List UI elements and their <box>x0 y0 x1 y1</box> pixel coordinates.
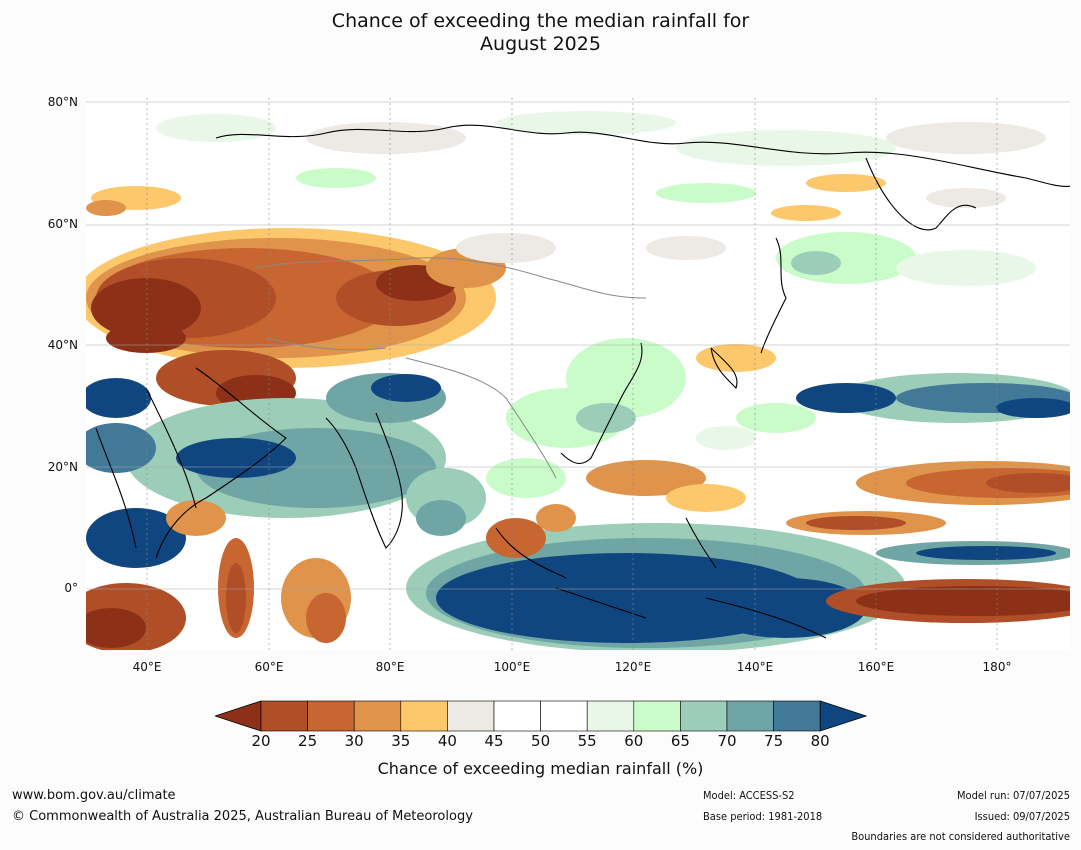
colorbar-tick-label: 25 <box>298 732 318 750</box>
disclaimer-text: Boundaries are not considered authoritat… <box>851 830 1070 843</box>
lon-label-120e: 120°E <box>614 660 652 674</box>
colorbar-cell <box>493 700 541 732</box>
colorbar-label: Chance of exceeding median rainfall (%) <box>377 759 704 778</box>
pacific-bands <box>586 344 1070 623</box>
colorbar-tick-label: 70 <box>717 732 737 750</box>
latitude-lines <box>86 101 1070 590</box>
colorbar-cells <box>215 700 867 732</box>
colorbar-tick-label: 50 <box>531 732 551 750</box>
website-link[interactable]: www.bom.gov.au/climate <box>12 788 176 803</box>
graticule <box>146 98 998 650</box>
colorbar-tick-label: 40 <box>437 732 457 750</box>
lon-label-60e: 60°E <box>254 660 284 674</box>
colorbar-tick-label: 65 <box>670 732 690 750</box>
map-title-line2: August 2025 <box>480 33 601 55</box>
colorbar-cell <box>726 700 774 732</box>
country-borders <box>255 257 647 479</box>
model-run-text: Model run: 07/07/2025 <box>957 789 1070 802</box>
colorbar <box>215 700 867 732</box>
map-title: Chance of exceeding the median rainfall … <box>0 10 1081 56</box>
colorbar-extend-high <box>819 700 867 732</box>
lon-label-80e: 80°E <box>375 660 405 674</box>
central-asia-dry-region <box>86 228 556 411</box>
base-period-text: Base period: 1981-2018 <box>703 810 823 823</box>
colorbar-tick-label: 45 <box>484 732 504 750</box>
colorbar-tick-label: 55 <box>577 732 597 750</box>
lon-label-140e: 140°E <box>736 660 774 674</box>
colorbar-tick-label: 75 <box>764 732 784 750</box>
colorbar-extend-low <box>215 700 262 732</box>
lat-label-0: 0° <box>64 581 78 595</box>
colorbar-tick-label: 35 <box>391 732 411 750</box>
colorbar-cell <box>353 700 402 732</box>
copyright-text: © Commonwealth of Australia 2025, Austra… <box>12 809 473 824</box>
coastlines <box>95 124 1070 639</box>
map-title-line1: Chance of exceeding the median rainfall … <box>331 10 750 32</box>
issued-text: Issued: 09/07/2025 <box>974 810 1070 823</box>
lon-label-40e: 40°E <box>132 660 162 674</box>
lat-label-20n: 20°N <box>47 460 78 474</box>
colorbar-cell <box>400 700 448 732</box>
colorbar-cell <box>773 700 821 732</box>
rainfall-map-svg <box>86 98 1070 650</box>
rainfall-map <box>86 98 1070 650</box>
colorbar-cell <box>633 700 681 732</box>
maritime-continent-wet-region <box>406 504 906 650</box>
lon-label-180: 180° <box>982 660 1012 674</box>
model-text: Model: ACCESS-S2 <box>703 789 795 802</box>
colorbar-cell <box>586 700 635 732</box>
colorbar-cell <box>260 700 308 732</box>
lon-label-160e: 160°E <box>857 660 895 674</box>
lat-label-40n: 40°N <box>47 338 78 352</box>
lat-label-60n: 60°N <box>47 217 78 231</box>
colorbar-cell <box>447 700 495 732</box>
colorbar-tick-label: 60 <box>624 732 644 750</box>
colorbar-tick-label: 80 <box>810 732 830 750</box>
africa-dry-region <box>86 500 351 650</box>
colorbar-cell <box>540 700 588 732</box>
colorbar-cell <box>680 700 728 732</box>
colorbar-tick-label: 20 <box>251 732 271 750</box>
colorbar-tick-label: 30 <box>344 732 364 750</box>
lat-label-80n: 80°N <box>47 95 78 109</box>
lon-label-100e: 100°E <box>493 660 531 674</box>
south-asia-wet-region <box>86 338 686 568</box>
colorbar-cell <box>307 700 355 732</box>
